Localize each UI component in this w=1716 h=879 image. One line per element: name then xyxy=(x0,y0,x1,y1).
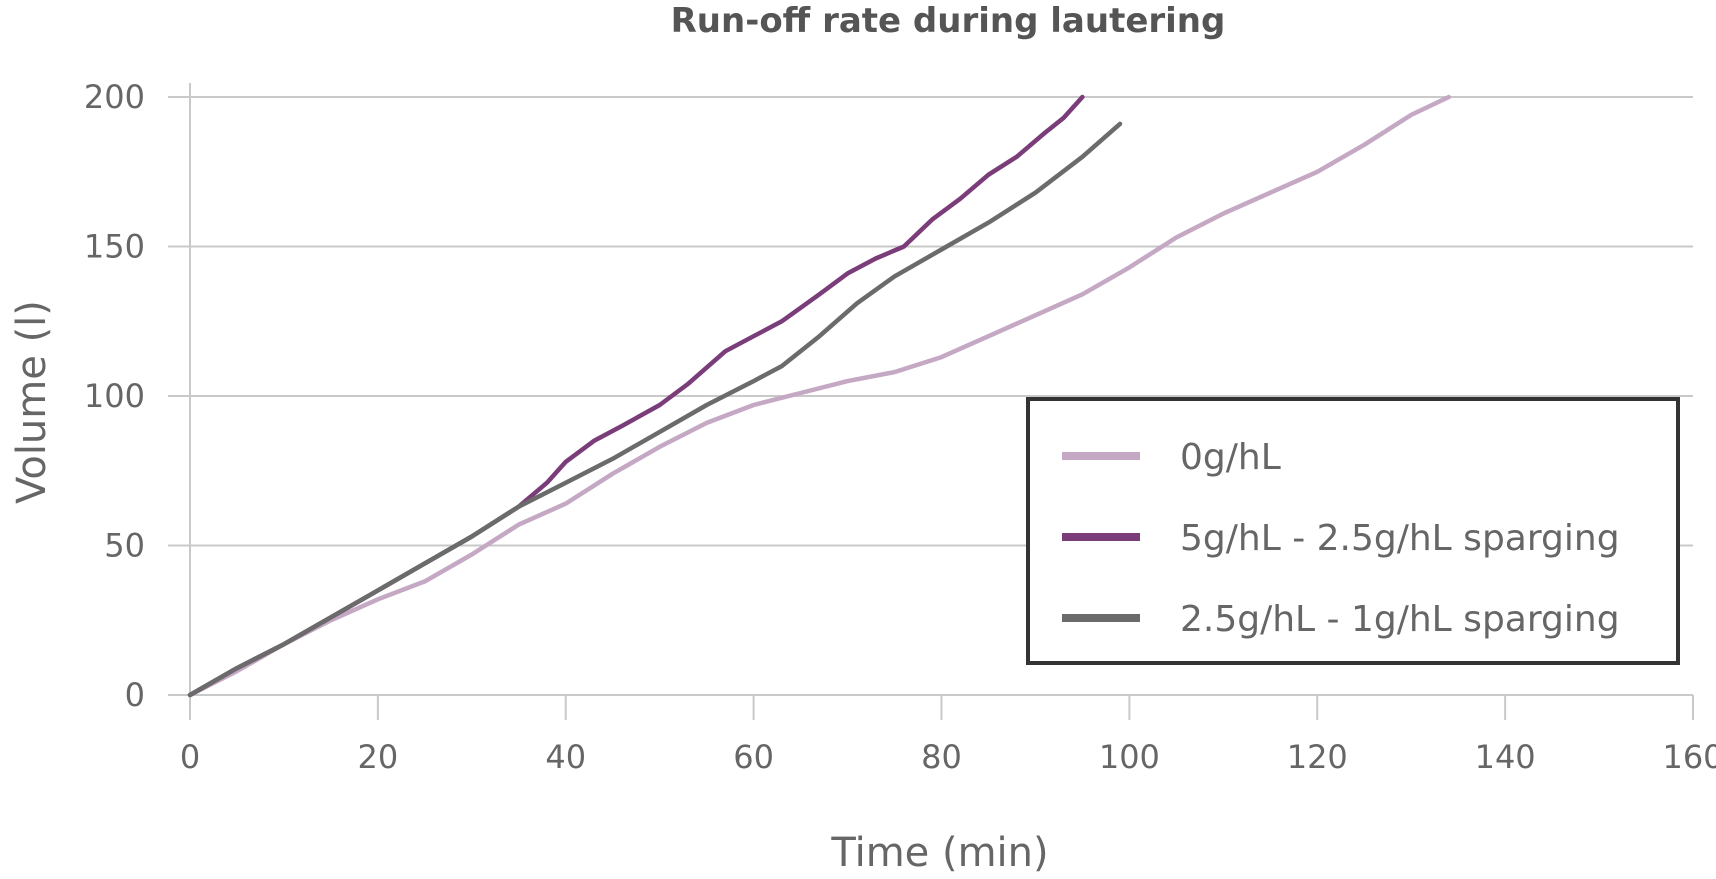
x-tick-label: 100 xyxy=(1099,738,1160,776)
series-lines xyxy=(187,94,1452,698)
chart-title: Run-off rate during lautering xyxy=(671,1,1226,41)
x-tick-label: 160 xyxy=(1662,738,1716,776)
legend-label: 5g/hL - 2.5g/hL sparging xyxy=(1180,518,1620,559)
x-tick-label: 40 xyxy=(545,738,586,776)
x-axis-ticks: 0 20 40 60 80 100 120 140 160 xyxy=(180,695,1716,776)
legend-label: 0g/hL xyxy=(1180,437,1281,478)
y-tick-label: 0 xyxy=(125,676,145,714)
x-tick-label: 60 xyxy=(733,738,774,776)
x-tick-label: 0 xyxy=(180,738,200,776)
y-axis-ticks: 0 50 100 150 200 xyxy=(84,78,190,714)
series-line-3 xyxy=(187,121,1123,698)
legend: 0g/hL 5g/hL - 2.5g/hL sparging 2.5g/hL - 1… xyxy=(1026,397,1680,665)
x-tick-label: 140 xyxy=(1475,738,1536,776)
series-line-1 xyxy=(187,94,1452,698)
legend-label: 2.5g/hL - 1g/hL sparging xyxy=(1180,599,1620,640)
x-tick-label: 20 xyxy=(358,738,399,776)
x-axis-label: Time (min) xyxy=(830,830,1048,876)
y-axis-label: Volume (l) xyxy=(9,300,55,504)
y-tick-label: 100 xyxy=(84,377,145,415)
x-tick-label: 80 xyxy=(921,738,962,776)
x-tick-label: 120 xyxy=(1287,738,1348,776)
y-tick-label: 200 xyxy=(84,78,145,116)
y-tick-label: 50 xyxy=(104,527,145,565)
y-tick-label: 150 xyxy=(84,228,145,266)
